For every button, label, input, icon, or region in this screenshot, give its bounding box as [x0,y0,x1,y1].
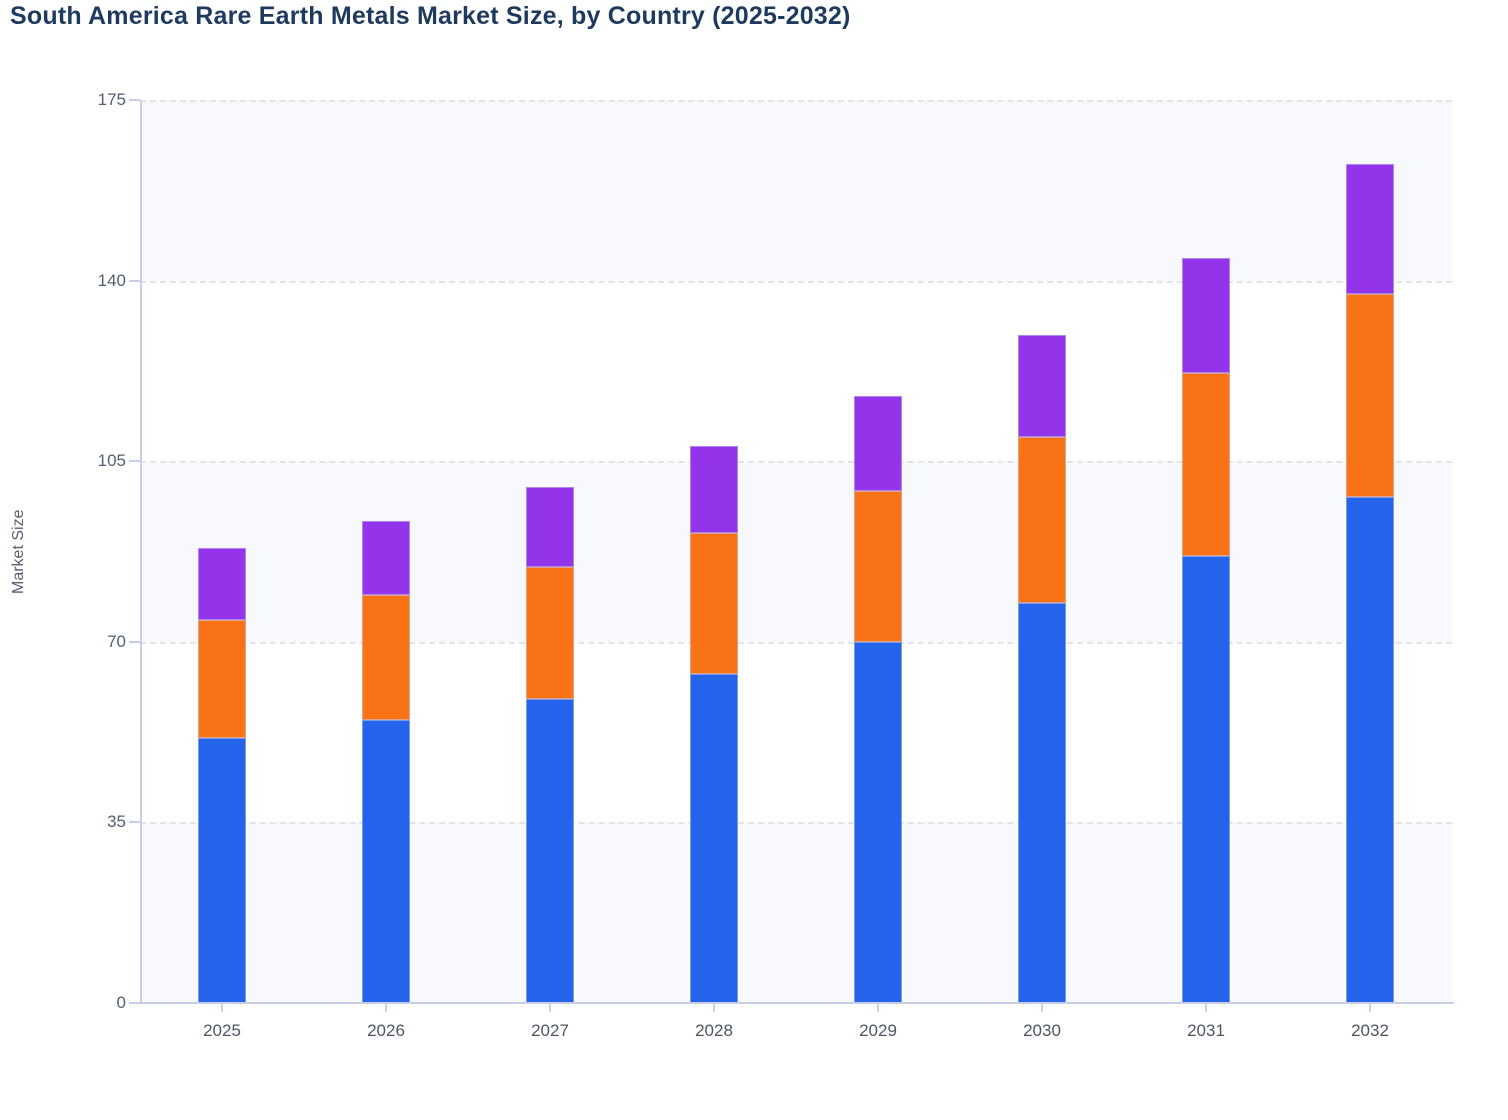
chart-title: South America Rare Earth Metals Market S… [10,2,851,30]
y-axis-title: Market Size [10,509,27,594]
y-tick-label-140: 140 [97,270,126,290]
y-tick-label-70: 70 [107,631,126,651]
bar-2028-bottom-segment-blue[interactable] [690,674,738,1003]
x-tick-2027 [549,1003,551,1012]
bar-2030-bottom-segment-blue[interactable] [1018,603,1066,1003]
plot-band [140,822,1452,1003]
bar-2032-bottom-segment-blue[interactable] [1346,497,1394,1003]
bar-2025-middle-segment-orange[interactable] [198,620,246,738]
x-tick-label-2030: 2030 [1023,1021,1061,1040]
bar-2027-top-segment-purple[interactable] [526,487,574,567]
y-tick-105 [129,460,140,463]
x-tick-label-2025: 2025 [203,1021,241,1040]
gridline-175 [140,100,1452,102]
gridline-70 [140,641,1452,644]
x-tick-2031 [1205,1003,1207,1012]
bar-2027-bottom-segment-blue[interactable] [526,699,574,1003]
bar-2029-top-segment-purple[interactable] [854,396,902,491]
gridline-35 [140,822,1452,825]
bar-2032-top-segment-purple[interactable] [1346,164,1394,294]
y-tick-label-35: 35 [107,812,126,832]
bar-2031-bottom-segment-blue[interactable] [1182,556,1230,1003]
plot-band [140,100,1452,281]
gridline-140 [140,280,1452,283]
bar-2029-middle-segment-orange[interactable] [854,491,902,642]
y-tick-175 [129,99,140,101]
x-tick-label-2032: 2032 [1351,1021,1389,1040]
x-tick-label-2031: 2031 [1187,1021,1225,1040]
bar-2027-middle-segment-orange[interactable] [526,567,574,699]
x-tick-2032 [1369,1003,1371,1012]
y-tick-0 [129,1002,140,1004]
plot-area [140,100,1452,1003]
bar-2032-middle-segment-orange[interactable] [1346,294,1394,497]
y-tick-70 [129,640,140,643]
bar-2029-bottom-segment-blue[interactable] [854,642,902,1003]
x-axis-line [140,1002,1454,1004]
x-tick-label-2027: 2027 [531,1021,569,1040]
y-tick-140 [129,279,140,282]
bar-2030-top-segment-purple[interactable] [1018,335,1066,437]
x-tick-2025 [221,1003,223,1012]
plot-band [140,461,1452,642]
y-tick-35 [129,821,140,824]
bar-2026-bottom-segment-blue[interactable] [362,720,410,1003]
y-tick-label-175: 175 [97,90,126,109]
y-axis-line [140,100,142,1003]
bar-2028-top-segment-purple[interactable] [690,446,738,533]
bar-2025-top-segment-purple[interactable] [198,548,246,620]
bar-2031-middle-segment-orange[interactable] [1182,373,1230,556]
gridline-105 [140,461,1452,464]
x-tick-2029 [877,1003,879,1012]
bar-2026-top-segment-purple[interactable] [362,521,410,595]
x-tick-label-2029: 2029 [859,1021,897,1040]
x-tick-2028 [713,1003,715,1012]
bar-2026-middle-segment-orange[interactable] [362,595,410,720]
bar-2025-bottom-segment-blue[interactable] [198,738,246,1003]
x-tick-label-2028: 2028 [695,1021,733,1040]
x-tick-2030 [1041,1003,1043,1012]
y-tick-label-0: 0 [116,993,126,1012]
x-tick-2026 [385,1003,387,1012]
x-tick-label-2026: 2026 [367,1021,405,1040]
bar-2031-top-segment-purple[interactable] [1182,258,1230,373]
y-tick-label-105: 105 [97,451,126,471]
bar-2028-middle-segment-orange[interactable] [690,533,738,674]
bar-2030-middle-segment-orange[interactable] [1018,437,1066,603]
